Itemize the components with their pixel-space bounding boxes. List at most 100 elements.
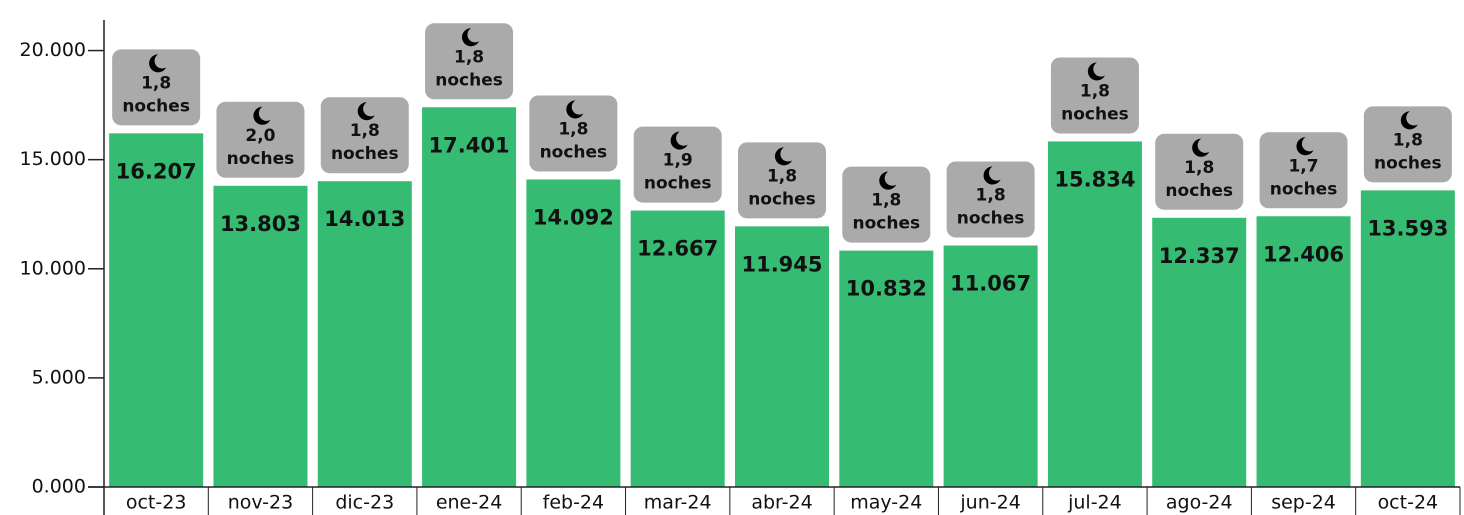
nights-value: 1,8 [767, 166, 797, 186]
nights-value: 1,8 [1184, 158, 1214, 178]
badge-box [738, 142, 826, 219]
bar [526, 179, 621, 487]
nights-value: 1,8 [350, 121, 380, 141]
value-label: 10.832 [846, 277, 927, 301]
badge-box [320, 97, 409, 174]
moon-icon [253, 106, 271, 125]
bar [109, 133, 204, 487]
nights-unit: noches [748, 189, 816, 209]
nights-unit: noches [122, 96, 190, 116]
moon-icon [1087, 62, 1105, 81]
bar [839, 250, 934, 487]
nights-badge: 1,8 noches [529, 95, 618, 172]
nights-badge: 2,0 noches [216, 101, 305, 178]
bar [422, 107, 517, 488]
nights-unit: noches [1061, 104, 1129, 124]
badge-box [946, 161, 1035, 238]
nights-unit: noches [540, 142, 608, 162]
nights-badge: 1,8 noches [320, 97, 409, 174]
nights-value: 1,8 [871, 191, 901, 211]
nights-unit: noches [644, 174, 712, 194]
bar [943, 245, 1038, 487]
y-tick-label: 0.000 [32, 476, 86, 498]
value-label: 11.067 [950, 271, 1031, 295]
nights-badge: 1,9 noches [633, 126, 722, 203]
x-tick-label: dic-23 [335, 492, 394, 514]
value-label: 14.013 [324, 207, 405, 231]
moon-icon [357, 102, 375, 121]
nights-value: 1,8 [454, 47, 484, 67]
bar [1360, 190, 1455, 487]
nights-unit: noches [331, 144, 399, 164]
nights-unit: noches [435, 70, 503, 90]
value-label: 13.593 [1367, 216, 1448, 240]
y-tick-label: 15.000 [20, 148, 86, 170]
bar [1256, 216, 1351, 487]
moon-icon [1400, 111, 1418, 130]
y-tick-label: 5.000 [32, 366, 86, 388]
nights-value: 1,8 [141, 73, 171, 93]
nights-unit: noches [957, 208, 1025, 228]
bar [1047, 141, 1142, 488]
badge-box [425, 23, 514, 100]
value-label: 17.401 [429, 133, 510, 157]
nights-value: 1,8 [1080, 81, 1110, 101]
badge-box [842, 166, 931, 243]
nights-unit: noches [1270, 179, 1338, 199]
x-tick-label: may-24 [850, 492, 922, 514]
x-tick-label: jun-24 [959, 492, 1020, 514]
nights-badge: 1,8 noches [946, 161, 1035, 238]
x-tick-label: oct-23 [126, 492, 187, 514]
y-tick-label: 10.000 [20, 257, 86, 279]
value-label: 15.834 [1054, 167, 1135, 191]
moon-icon [670, 131, 688, 150]
value-label: 12.337 [1159, 244, 1240, 268]
x-tick-label: jul-24 [1067, 492, 1122, 514]
moon-icon [149, 54, 167, 73]
x-tick-label: abr-24 [751, 492, 812, 514]
moon-icon [1296, 137, 1314, 156]
value-label: 11.945 [741, 252, 822, 276]
nights-value: 1,8 [558, 119, 588, 139]
badge-box [1050, 57, 1139, 134]
value-label: 13.803 [220, 212, 301, 236]
value-label: 12.406 [1263, 242, 1344, 266]
nights-value: 1,7 [1288, 156, 1318, 176]
x-tick-label: ene-24 [436, 492, 502, 514]
nights-unit: noches [1374, 153, 1442, 173]
badge-box [216, 101, 305, 178]
moon-icon [566, 100, 584, 119]
bar [213, 185, 308, 487]
nights-value: 1,9 [663, 151, 693, 171]
bar [735, 226, 829, 488]
moon-icon [1192, 138, 1210, 157]
x-tick-label: mar-24 [644, 492, 712, 514]
bar [317, 181, 412, 488]
moon-icon [774, 147, 792, 166]
bar [1152, 217, 1247, 488]
nights-unit: noches [227, 149, 295, 169]
badge-box [1259, 132, 1348, 209]
nights-badge: 1,8 noches [1363, 106, 1452, 183]
value-label: 14.092 [533, 205, 614, 229]
nights-value: 1,8 [1393, 130, 1423, 150]
badge-box [112, 49, 201, 126]
badge-box [1155, 133, 1244, 210]
nights-badge: 1,7 noches [1259, 132, 1348, 209]
value-label: 12.667 [637, 237, 718, 261]
x-tick-label: oct-24 [1378, 492, 1439, 514]
nights-unit: noches [1165, 181, 1233, 201]
badge-box [633, 126, 722, 203]
x-tick-label: feb-24 [543, 492, 604, 514]
x-tick-label: ago-24 [1166, 492, 1233, 514]
moon-icon [983, 166, 1001, 185]
y-tick-label: 20.000 [20, 39, 86, 61]
moon-icon [879, 171, 897, 190]
nights-value: 1,8 [976, 185, 1006, 205]
nights-badge: 1,8 noches [738, 142, 826, 219]
nights-unit: noches [852, 214, 920, 234]
nights-badge: 1,8 noches [1050, 57, 1139, 134]
nights-badge: 1,8 noches [1155, 133, 1244, 210]
bar [630, 210, 725, 487]
